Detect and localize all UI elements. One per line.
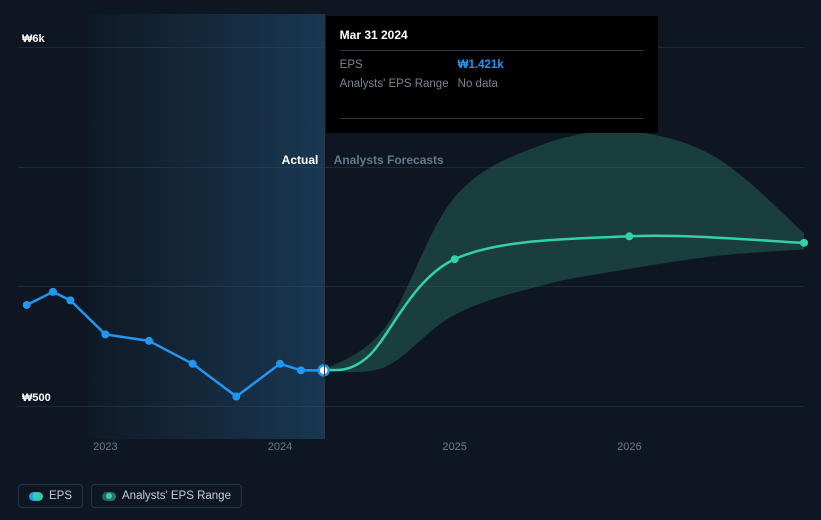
section-label-forecast: Analysts Forecasts	[334, 153, 444, 167]
legend-swatch-range	[102, 492, 116, 501]
data-point[interactable]	[297, 366, 305, 374]
hover-tooltip: Mar 31 2024 EPS ₩1.421k Analysts' EPS Ra…	[326, 16, 658, 133]
data-point[interactable]	[189, 360, 197, 368]
eps-chart: ₩6k₩500 Mar 31 2024 EPS ₩1.421k Analysts…	[0, 0, 821, 520]
hover-vertical-line	[324, 14, 325, 439]
data-point[interactable]	[232, 393, 240, 401]
chart-legend: EPS Analysts' EPS Range	[18, 484, 242, 508]
legend-item-range[interactable]: Analysts' EPS Range	[91, 484, 242, 508]
data-point[interactable]	[145, 337, 153, 345]
legend-label: EPS	[49, 490, 72, 502]
legend-item-eps[interactable]: EPS	[18, 484, 83, 508]
x-axis-tick: 2026	[617, 441, 641, 453]
data-point[interactable]	[101, 330, 109, 338]
legend-label: Analysts' EPS Range	[122, 490, 231, 502]
data-point[interactable]	[800, 239, 808, 247]
tooltip-value: ₩1.421k	[458, 57, 504, 74]
tooltip-value: No data	[458, 76, 498, 93]
tooltip-date: Mar 31 2024	[340, 26, 644, 51]
x-axis-tick: 2024	[268, 441, 292, 453]
tooltip-row-range: Analysts' EPS Range No data	[340, 74, 644, 93]
eps-line	[27, 292, 324, 397]
legend-swatch-eps	[29, 492, 43, 501]
tooltip-key: Analysts' EPS Range	[340, 76, 458, 93]
data-point[interactable]	[276, 360, 284, 368]
data-point[interactable]	[451, 255, 459, 263]
analysts-range-area	[324, 131, 804, 372]
tooltip-row-eps: EPS ₩1.421k	[340, 55, 644, 74]
data-point[interactable]	[23, 301, 31, 309]
tooltip-key: EPS	[340, 57, 458, 74]
x-axis-tick: 2023	[93, 441, 117, 453]
tooltip-divider	[340, 118, 644, 119]
data-point[interactable]	[49, 288, 57, 296]
data-point[interactable]	[625, 232, 633, 240]
data-point[interactable]	[66, 296, 74, 304]
x-axis-tick: 2025	[442, 441, 466, 453]
section-label-actual: Actual	[282, 153, 319, 167]
x-axis: 2023 2024 2025 2026	[18, 439, 804, 461]
